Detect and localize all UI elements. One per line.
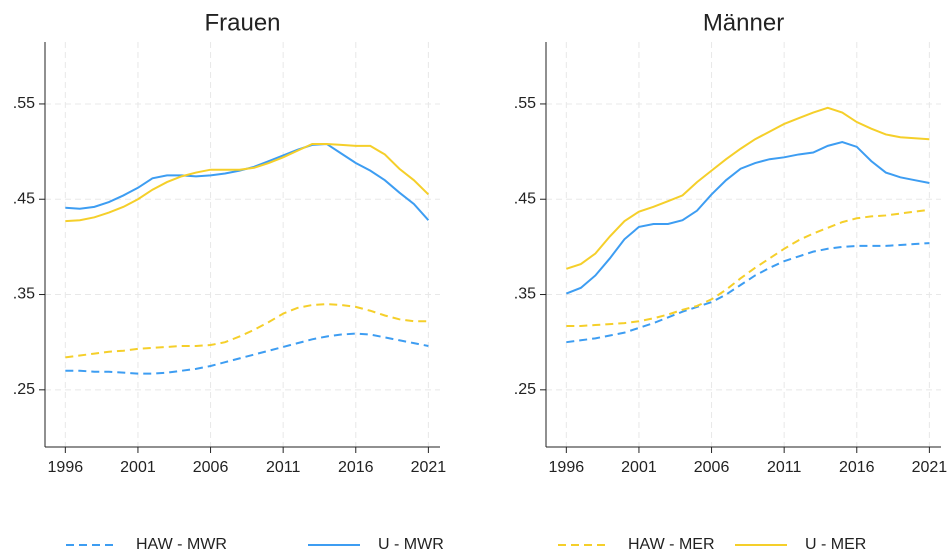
series-line [566, 106, 930, 270]
x-tick-label: 2006 [694, 459, 730, 476]
y-tick-label: .45 [13, 190, 35, 207]
x-tick-label: 1996 [48, 459, 84, 476]
chart-title: Männer [703, 9, 784, 36]
x-tick-label: 1996 [549, 459, 585, 476]
legend-label: U - MER [805, 536, 866, 553]
series-line [65, 303, 429, 359]
x-tick-label: 2021 [912, 459, 948, 476]
x-tick-label: 2001 [621, 459, 657, 476]
x-tick-label: 2006 [193, 459, 229, 476]
x-tick-label: 2016 [338, 459, 374, 476]
series-line [65, 332, 429, 375]
y-tick-label: .55 [13, 95, 35, 112]
legend-label: HAW - MWR [136, 536, 227, 553]
series-line [566, 242, 930, 344]
y-tick-label: .35 [13, 286, 35, 303]
series-line [565, 141, 930, 295]
series-line [566, 208, 930, 327]
x-tick-label: 2021 [411, 459, 447, 476]
y-tick-label: .55 [514, 95, 536, 112]
x-tick-label: 2011 [266, 459, 301, 476]
x-tick-label: 2011 [767, 459, 802, 476]
legend-label: U - MWR [378, 536, 444, 553]
y-tick-label: .45 [514, 190, 536, 207]
series-line [65, 142, 430, 223]
legend-label: HAW - MER [628, 536, 715, 553]
y-tick-label: .35 [514, 286, 536, 303]
y-tick-label: .25 [514, 381, 536, 398]
y-tick-label: .25 [13, 381, 35, 398]
x-tick-label: 2001 [120, 459, 156, 476]
chart-title: Frauen [204, 9, 280, 36]
x-tick-label: 2016 [839, 459, 875, 476]
